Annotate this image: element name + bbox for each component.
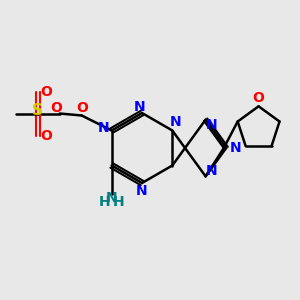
Text: O: O [40, 85, 52, 98]
Text: O: O [40, 128, 52, 142]
Text: O: O [50, 100, 62, 115]
Text: N: N [169, 116, 181, 130]
Text: N: N [206, 118, 218, 132]
Text: N: N [230, 141, 241, 155]
Text: N: N [134, 100, 146, 114]
Text: S: S [32, 103, 43, 118]
Text: O: O [253, 91, 265, 105]
Text: N: N [106, 190, 118, 205]
Text: N: N [98, 122, 109, 136]
Text: H: H [113, 194, 124, 208]
Text: N: N [136, 184, 148, 198]
Text: N: N [206, 164, 218, 178]
Text: O: O [76, 100, 88, 115]
Text: H: H [99, 194, 110, 208]
